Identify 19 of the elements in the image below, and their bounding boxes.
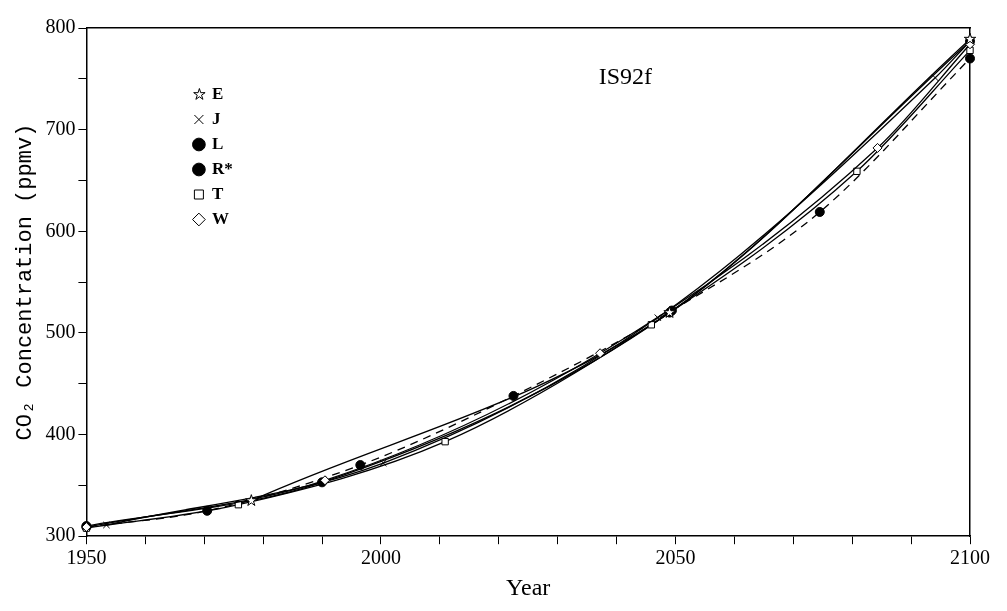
x-tick-label: 2100 bbox=[950, 546, 990, 569]
y-tick-label: 400 bbox=[45, 421, 76, 444]
x-tick-label: 2000 bbox=[360, 546, 401, 569]
y-axis-title: CO₂ Concentration (ppmv) bbox=[13, 123, 39, 441]
y-tick-label: 600 bbox=[45, 218, 76, 241]
legend-label: E bbox=[211, 83, 224, 103]
legend-label: L bbox=[211, 133, 224, 153]
y-tick-label: 300 bbox=[45, 523, 76, 546]
y-tick-label: 700 bbox=[45, 116, 76, 139]
legend-label: W bbox=[211, 208, 229, 228]
x-tick-label: 1950 bbox=[66, 546, 107, 569]
y-tick-label: 800 bbox=[45, 15, 76, 38]
x-axis-title: Year bbox=[506, 573, 551, 600]
y-tick-label: 500 bbox=[45, 320, 76, 343]
text: IS92f bbox=[598, 63, 653, 90]
legend-label: J bbox=[211, 108, 221, 128]
legend-label: R* bbox=[211, 158, 233, 178]
legend-label: T bbox=[211, 183, 224, 203]
x-tick-label: 2050 bbox=[655, 546, 696, 569]
